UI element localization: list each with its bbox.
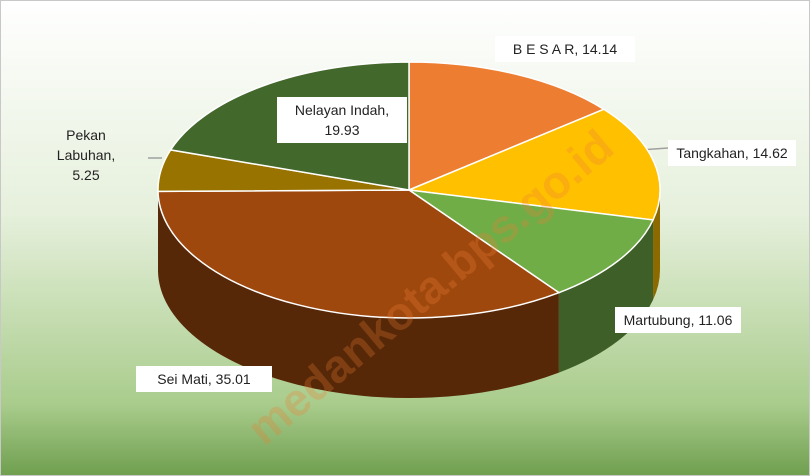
label-category: Pekan Labuhan: [56, 127, 112, 163]
data-label: Sei Mati, 35.01: [136, 366, 272, 392]
data-label: Tangkahan, 14.62: [668, 140, 796, 166]
slice: [157, 189, 561, 319]
data-label: Nelayan Indah, 19.93: [277, 97, 407, 143]
data-label: Martubung, 11.06: [615, 307, 741, 333]
label-category: Tangkahan: [676, 145, 745, 161]
slice-side: [158, 191, 559, 398]
data-label: B E S A R, 14.14: [495, 36, 635, 62]
label-value: 19.93: [324, 122, 360, 138]
label-value: 14.62: [752, 145, 788, 161]
label-category: Martubung: [623, 312, 691, 328]
slice: [406, 108, 661, 221]
label-category: Sei Mati: [157, 371, 208, 387]
data-label: Pekan Labuhan, 5.25: [56, 127, 116, 183]
slice: [408, 189, 655, 294]
label-value: 5.25: [72, 167, 100, 183]
label-value: 14.14: [582, 41, 618, 57]
slice: [408, 61, 606, 192]
label-category: B E S A R: [512, 41, 575, 57]
label-category: Nelayan Indah: [294, 102, 386, 118]
label-value: 11.06: [698, 312, 733, 328]
slice-side: [558, 219, 654, 373]
label-value: 35.01: [215, 371, 251, 387]
